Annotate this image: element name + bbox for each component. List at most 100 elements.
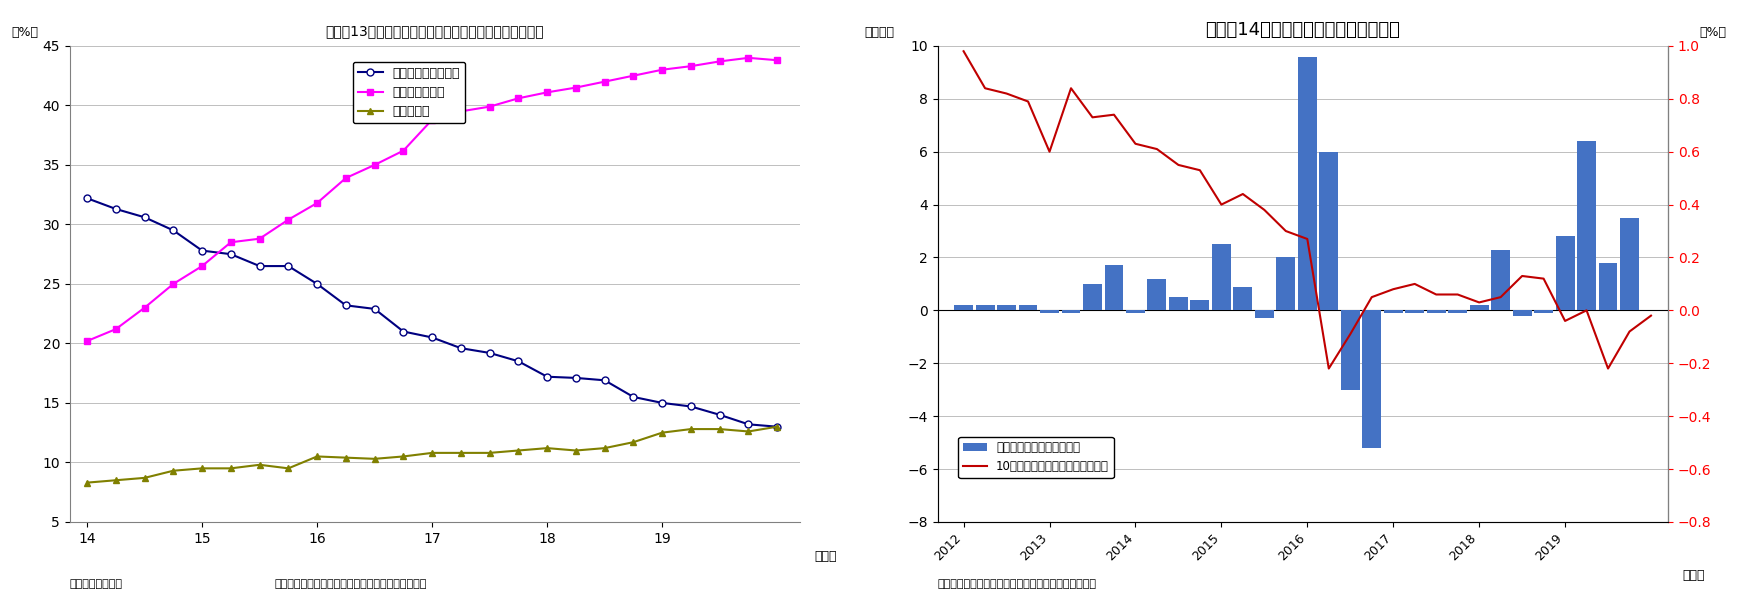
海外シェア — [739, 428, 760, 435]
Text: （%）: （%） — [1700, 26, 1726, 40]
Text: （兆円）: （兆円） — [866, 26, 895, 40]
日本銀行シェア — [766, 57, 787, 64]
預金取扱機関シェア — [134, 214, 155, 221]
Text: （資料）日本銀行データよりニッセイ基礎研究所作成: （資料）日本銀行データよりニッセイ基礎研究所作成 — [939, 579, 1097, 589]
海外シェア — [76, 479, 97, 486]
Line: 海外シェア: 海外シェア — [83, 423, 780, 486]
Bar — [1191, 300, 1210, 311]
Text: （注）国債は、国庫短期証券と国債・財投債の合計: （注）国債は、国庫短期証券と国債・財投債の合計 — [275, 579, 428, 589]
Bar — [1535, 311, 1554, 313]
日本銀行シェア — [365, 161, 386, 169]
預金取扱機関シェア — [507, 357, 528, 365]
預金取扱機関シェア — [594, 376, 615, 384]
Bar — [1276, 258, 1295, 311]
預金取扱機関シェア — [221, 250, 242, 258]
日本銀行シェア — [191, 262, 212, 270]
Legend: 預金取扱機関シェア, 日本銀行シェア, 海外シェア: 預金取扱機関シェア, 日本銀行シェア, 海外シェア — [353, 62, 466, 123]
海外シェア — [306, 453, 327, 460]
預金取扱機関シェア — [191, 247, 212, 254]
日本銀行シェア — [480, 103, 501, 110]
預金取扱機関シェア — [306, 280, 327, 287]
Bar — [1147, 279, 1166, 311]
Bar — [1512, 311, 1531, 315]
Bar — [954, 305, 973, 311]
預金取扱機関シェア — [766, 423, 787, 431]
Bar — [1491, 250, 1510, 311]
海外シェア — [507, 447, 528, 454]
預金取扱機関シェア — [450, 345, 471, 352]
Bar — [1448, 311, 1467, 313]
預金取扱機関シェア — [681, 403, 702, 410]
海外シェア — [422, 449, 443, 457]
日本銀行シェア — [163, 280, 184, 287]
Bar — [1083, 284, 1102, 311]
Bar — [1383, 311, 1403, 313]
預金取扱機関シェア — [652, 400, 673, 407]
Bar — [1319, 152, 1338, 311]
Bar — [1363, 311, 1382, 448]
海外シェア — [537, 445, 558, 452]
日本銀行シェア — [537, 89, 558, 96]
日本銀行シェア — [422, 116, 443, 124]
Bar — [1620, 218, 1639, 311]
Bar — [1298, 57, 1317, 311]
海外シェア — [766, 423, 787, 431]
Bar — [1062, 311, 1081, 313]
預金取扱機関シェア — [565, 375, 586, 382]
Bar — [1255, 311, 1274, 319]
海外シェア — [335, 454, 356, 461]
日本銀行シェア — [681, 63, 702, 70]
預金取扱機関シェア — [365, 305, 386, 312]
Bar — [1599, 262, 1618, 311]
日本銀行シェア — [507, 94, 528, 102]
日本銀行シェア — [335, 174, 356, 181]
海外シェア — [106, 477, 127, 484]
Bar — [1340, 311, 1359, 390]
Bar — [1105, 266, 1123, 311]
海外シェア — [565, 447, 586, 454]
Bar — [1556, 236, 1575, 311]
海外シェア — [622, 438, 643, 446]
日本銀行シェア — [278, 216, 299, 224]
Bar — [1576, 141, 1595, 311]
日本銀行シェア — [134, 304, 155, 311]
預金取扱機関シェア — [249, 262, 269, 270]
預金取扱機関シェア — [422, 334, 443, 341]
日本銀行シェア — [739, 54, 760, 62]
Text: （年）: （年） — [815, 550, 838, 563]
日本銀行シェア — [249, 235, 269, 242]
預金取扱機関シェア — [739, 421, 760, 428]
海外シェア — [393, 453, 414, 460]
日本銀行シェア — [709, 58, 730, 65]
海外シェア — [278, 465, 299, 472]
海外シェア — [163, 467, 184, 474]
日本銀行シェア — [306, 199, 327, 206]
日本銀行シェア — [76, 337, 97, 345]
Bar — [1018, 305, 1038, 311]
海外シェア — [681, 426, 702, 433]
Text: （年）: （年） — [1682, 569, 1705, 582]
海外シェア — [221, 465, 242, 472]
Bar — [1234, 287, 1253, 311]
日本銀行シェア — [565, 84, 586, 91]
海外シェア — [709, 426, 730, 433]
海外シェア — [249, 461, 269, 468]
Title: （図表13）預金取扱機関と日銀、海外の国債保有シェア: （図表13）預金取扱機関と日銀、海外の国債保有シェア — [325, 24, 544, 38]
日本銀行シェア — [622, 72, 643, 79]
海外シェア — [134, 474, 155, 482]
Bar — [1427, 311, 1446, 313]
海外シェア — [450, 449, 471, 457]
Text: （資料）日本銀行: （資料）日本銀行 — [70, 579, 123, 589]
日本銀行シェア — [594, 78, 615, 85]
Line: 預金取扱機関シェア: 預金取扱機関シェア — [83, 195, 780, 430]
Line: 日本銀行シェア: 日本銀行シェア — [83, 54, 780, 345]
Bar — [1406, 311, 1423, 313]
Bar — [998, 305, 1017, 311]
預金取扱機関シェア — [335, 301, 356, 309]
日本銀行シェア — [221, 239, 242, 246]
海外シェア — [480, 449, 501, 457]
預金取扱機関シェア — [480, 350, 501, 357]
日本銀行シェア — [450, 108, 471, 115]
Bar — [1126, 311, 1145, 313]
海外シェア — [594, 445, 615, 452]
